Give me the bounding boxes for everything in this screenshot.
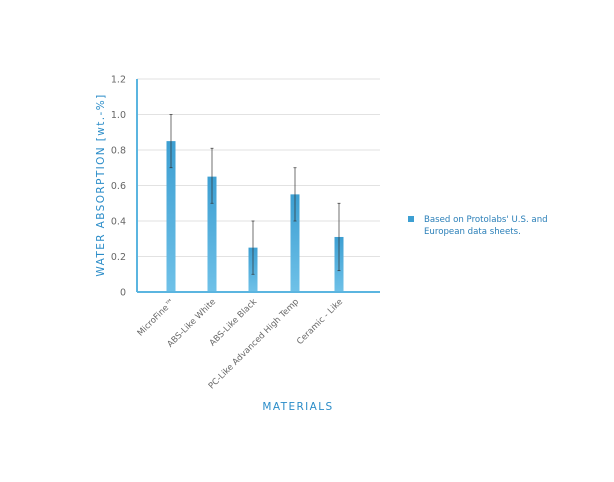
y-tick-label: 0.6	[111, 181, 126, 192]
x-tick-label: PC-Like Advanced High Temp	[207, 297, 301, 391]
error-bar	[210, 147, 214, 204]
y-tick-label: 0	[120, 288, 126, 299]
error-bars	[169, 114, 341, 275]
legend-label-line-2: European data sheets.	[424, 227, 521, 237]
error-bar	[337, 202, 341, 272]
y-tick-label: 0.8	[111, 146, 126, 157]
bar	[207, 176, 217, 292]
legend-swatch	[408, 216, 414, 222]
y-tick-label: 0.2	[111, 252, 126, 263]
bars	[166, 141, 344, 292]
axes	[136, 79, 380, 293]
y-tick-label: 0.4	[111, 217, 126, 228]
error-bar	[169, 114, 173, 169]
bar	[166, 141, 176, 292]
x-tick-label: MicroFine™	[136, 297, 177, 338]
y-tick-label: 1.2	[111, 75, 126, 86]
legend: Based on Protolabs' U.S. and European da…	[408, 215, 548, 237]
y-tick-label: 1.0	[111, 110, 126, 121]
x-axis-title: MATERIALS	[262, 401, 333, 413]
error-bar	[293, 167, 297, 222]
y-axis-title: WATER ABSORPTION [wt.-%]	[95, 93, 107, 276]
x-tick-label: Ceramic - Like	[295, 297, 345, 347]
y-tick-labels: 0 0.2 0.4 0.6 0.8 1.0 1.2	[111, 75, 126, 299]
bar	[290, 194, 300, 292]
legend-label-line-1: Based on Protolabs' U.S. and	[424, 215, 548, 225]
error-bar	[251, 220, 255, 275]
